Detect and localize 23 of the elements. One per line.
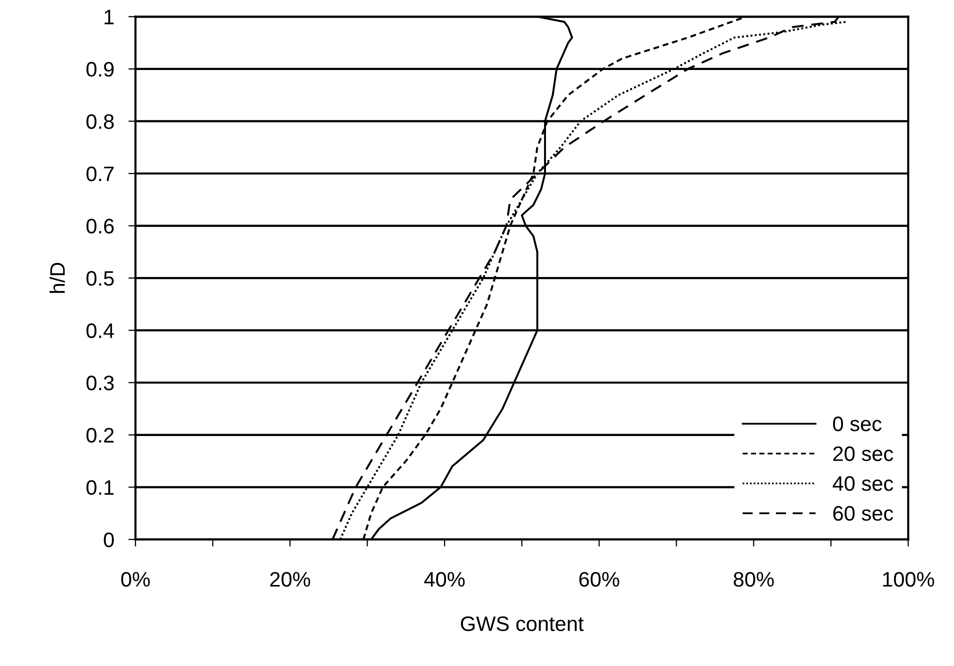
y-tick-label: 0.3 <box>86 376 114 390</box>
y-tick-label: 0.7 <box>86 166 114 182</box>
x-tick-label: 60% <box>579 572 620 587</box>
x-axis-title: GWS content <box>460 616 584 632</box>
legend-label: 20 sec <box>833 446 894 462</box>
legend-label: 0 sec <box>833 416 882 432</box>
y-axis-title: h/D <box>50 262 65 293</box>
legend-label: 60 sec <box>833 506 894 521</box>
x-tick-label: 100% <box>883 572 934 587</box>
x-tick-label: 20% <box>270 572 310 587</box>
y-tick-label: 0.6 <box>86 218 114 234</box>
y-tick-label: 0.1 <box>86 480 114 495</box>
x-tick-label: 0% <box>121 572 150 587</box>
y-tick-label: 0 <box>104 532 114 548</box>
x-tick-label: 80% <box>734 572 774 587</box>
y-tick-label: 0.9 <box>86 62 114 77</box>
x-tick-label: 40% <box>424 572 465 587</box>
y-tick-label: 0.4 <box>86 323 114 338</box>
y-tick-label: 1 <box>104 10 114 24</box>
y-tick-label: 0.2 <box>86 428 114 443</box>
y-tick-label: 0.8 <box>86 114 114 129</box>
legend-label: 40 sec <box>832 476 894 491</box>
y-tick-label: 0.5 <box>86 271 114 286</box>
